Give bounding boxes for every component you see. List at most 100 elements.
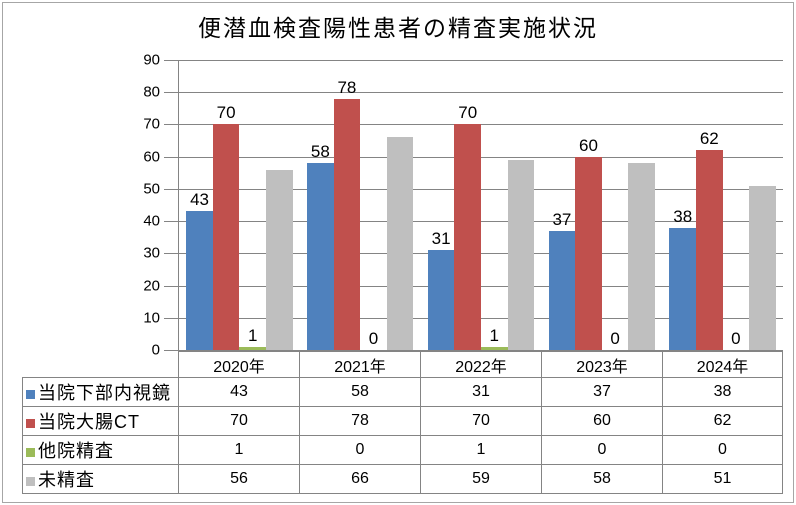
bar-slot: 1 (480, 60, 508, 350)
bar-blue (307, 163, 334, 350)
value-cell: 51 (662, 464, 783, 494)
data-label: 62 (699, 129, 719, 149)
year-cell: 2022年 (420, 351, 542, 378)
year-cell: 2021年 (299, 351, 421, 378)
data-label: 60 (579, 135, 598, 155)
bar-group: 31 70 1 (421, 60, 542, 350)
data-label: 43 (190, 190, 209, 210)
y-axis-tick-label: 10 (143, 309, 160, 327)
chart-title: 便潜血検査陽性患者の精査実施状況 (198, 15, 598, 41)
value-cell: 62 (662, 406, 783, 436)
bar-slot: 70 (212, 60, 240, 350)
bar-gray (628, 163, 655, 350)
series-name-cell: 他院精査 (22, 435, 179, 465)
bar-slot: 37 (548, 60, 576, 350)
bar-slot: 1 (239, 60, 266, 350)
gridline (179, 253, 783, 255)
value-cell: 37 (541, 377, 663, 407)
gridline (179, 317, 783, 319)
bar-slot: 0 (602, 60, 629, 350)
data-label: 31 (431, 229, 451, 249)
data-label: 37 (552, 209, 572, 229)
bar-slot: 78 (333, 60, 361, 350)
bar-slot (265, 60, 293, 350)
data-label: 0 (368, 329, 379, 348)
bar-slot (749, 60, 776, 350)
legend-swatch-icon (26, 390, 35, 399)
bar-slot: 0 (360, 60, 387, 350)
series-name-label: 他院精査 (38, 441, 114, 461)
year-cell: 2020年 (178, 351, 300, 378)
gridline (179, 221, 783, 223)
data-label: 0 (731, 329, 741, 348)
bar-slot: 43 (186, 60, 213, 350)
bar-slot: 70 (454, 60, 481, 350)
y-axis-tick-label: 40 (143, 212, 160, 230)
data-label: 70 (216, 103, 236, 123)
y-axis-tick (164, 124, 179, 126)
bar-group: 37 60 0 (541, 60, 662, 350)
value-cell: 78 (299, 406, 421, 436)
plot-area: 43 70 1 58 78 0 31 70 1 37 60 0 38 62 0 (164, 60, 783, 351)
value-cell: 70 (420, 406, 542, 436)
y-axis-tick-label: 0 (151, 341, 160, 359)
value-cell: 58 (299, 377, 421, 407)
bar-gray (386, 137, 414, 350)
gridline (179, 60, 783, 61)
bar-group: 43 70 1 (179, 60, 300, 350)
series-name-cell: 未精査 (22, 464, 179, 494)
data-label: 38 (673, 206, 693, 226)
series-name-label: 当院下部内視鏡 (38, 383, 171, 403)
bar-slot: 58 (307, 60, 334, 350)
bar-slot (386, 60, 414, 350)
data-label: 1 (247, 325, 258, 345)
bar-slot: 31 (427, 60, 455, 350)
bar-red (575, 156, 602, 350)
y-axis-tick-label: 60 (143, 148, 160, 166)
legend-swatch-icon (26, 477, 35, 486)
bar-red (696, 150, 723, 350)
bar-gray (265, 169, 293, 350)
y-axis-tick-label: 20 (143, 277, 160, 295)
data-label: 1 (489, 325, 499, 345)
value-cell: 60 (541, 406, 663, 436)
bar-green (239, 346, 266, 350)
value-cell: 43 (178, 377, 300, 407)
value-cell: 59 (420, 464, 542, 494)
gridline (179, 124, 783, 126)
y-axis-labels: 90 80 70 60 50 40 30 20 10 0 (100, 53, 160, 358)
y-axis-tick-label: 80 (143, 83, 160, 101)
legend-swatch-icon (26, 419, 35, 428)
value-cell: 1 (420, 435, 542, 465)
bar-red (333, 98, 361, 350)
bar-gray (749, 185, 776, 350)
category-header-row: 2020年 2021年 2022年 2023年 2024年 (23, 351, 783, 378)
data-label: 70 (458, 103, 478, 123)
value-cell: 0 (541, 435, 663, 465)
bar-group: 58 78 0 (300, 60, 421, 350)
y-axis-tick (164, 60, 179, 61)
value-cell: 0 (299, 435, 421, 465)
y-axis-tick (164, 156, 179, 158)
y-axis-tick (164, 92, 179, 94)
bar-blue (427, 250, 455, 350)
value-cell: 58 (541, 464, 663, 494)
table-row: 当院大腸CT 70 78 70 60 62 (22, 406, 783, 436)
bar-slot: 38 (669, 60, 697, 350)
data-label: 0 (610, 329, 620, 348)
bar-blue (548, 230, 576, 350)
table-corner-cell (23, 352, 179, 378)
bar-gray (507, 159, 535, 350)
legend-swatch-icon (26, 448, 35, 457)
year-cell: 2024年 (662, 351, 783, 378)
table-row: 当院下部内視鏡 43 58 31 37 38 (22, 377, 783, 407)
value-cell: 0 (662, 435, 783, 465)
bar-group: 38 62 0 (662, 60, 783, 350)
y-axis-tick (164, 317, 179, 319)
table-row: 他院精査 1 0 1 0 0 (22, 435, 783, 465)
bar-red (212, 124, 240, 350)
gridline (179, 188, 783, 190)
series-name-label: 当院大腸CT (38, 412, 140, 432)
y-axis-tick (164, 221, 179, 223)
data-label: 78 (337, 77, 357, 97)
